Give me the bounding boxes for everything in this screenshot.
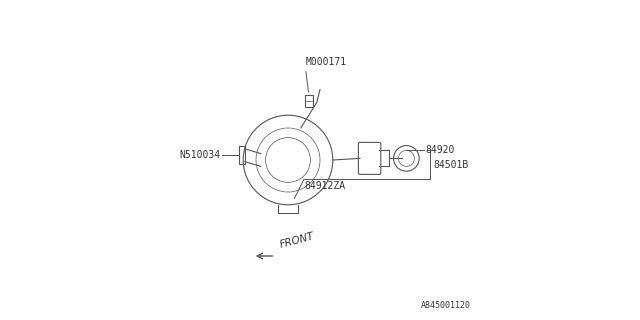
Text: 84912ZA: 84912ZA	[304, 181, 345, 191]
Text: A845001120: A845001120	[420, 301, 470, 310]
Text: N510034: N510034	[180, 150, 221, 160]
Bar	[305, 95, 313, 107]
Text: FRONT: FRONT	[278, 231, 316, 250]
Bar	[239, 146, 245, 164]
Text: M000171: M000171	[306, 57, 347, 67]
Text: 84920: 84920	[425, 145, 454, 156]
Text: 84501B: 84501B	[434, 160, 469, 170]
